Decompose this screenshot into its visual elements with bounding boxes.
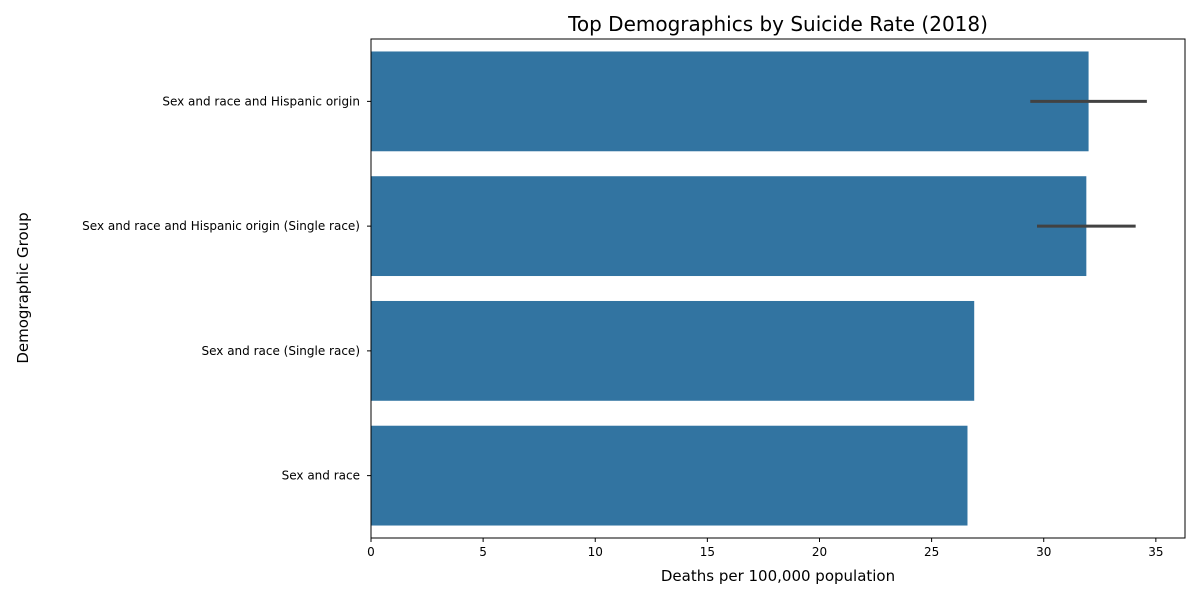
x-axis-label: Deaths per 100,000 population: [661, 567, 895, 585]
x-tick-label: 15: [700, 545, 715, 559]
y-axis-label: Demographic Group: [14, 212, 32, 363]
x-tick-label: 5: [479, 545, 487, 559]
x-tick-label: 10: [588, 545, 603, 559]
bar: [371, 300, 975, 401]
x-tick-label: 0: [367, 545, 375, 559]
errorbars-group: [1030, 99, 1147, 228]
bar: [371, 176, 1087, 277]
x-tick-label: 25: [924, 545, 939, 559]
x-tick-label: 20: [812, 545, 827, 559]
bar: [371, 51, 1089, 152]
x-tick-label: 35: [1148, 545, 1163, 559]
plot-frame: [370, 38, 1186, 539]
chart-title: Top Demographics by Suicide Rate (2018): [567, 12, 988, 36]
y-tick-label: Sex and race and Hispanic origin (Single…: [82, 219, 360, 233]
x-axis-ticks: 0 5 10 15 20 25 30 35: [367, 538, 1163, 559]
bars-group: [371, 51, 1089, 526]
y-tick-label: Sex and race: [282, 469, 360, 483]
y-tick-label: Sex and race (Single race): [201, 344, 360, 358]
x-tick-label: 30: [1036, 545, 1051, 559]
y-tick-label: Sex and race and Hispanic origin: [162, 94, 360, 108]
y-axis-ticks: Sex and race and Hispanic origin Sex and …: [82, 94, 371, 483]
bar: [371, 425, 968, 526]
